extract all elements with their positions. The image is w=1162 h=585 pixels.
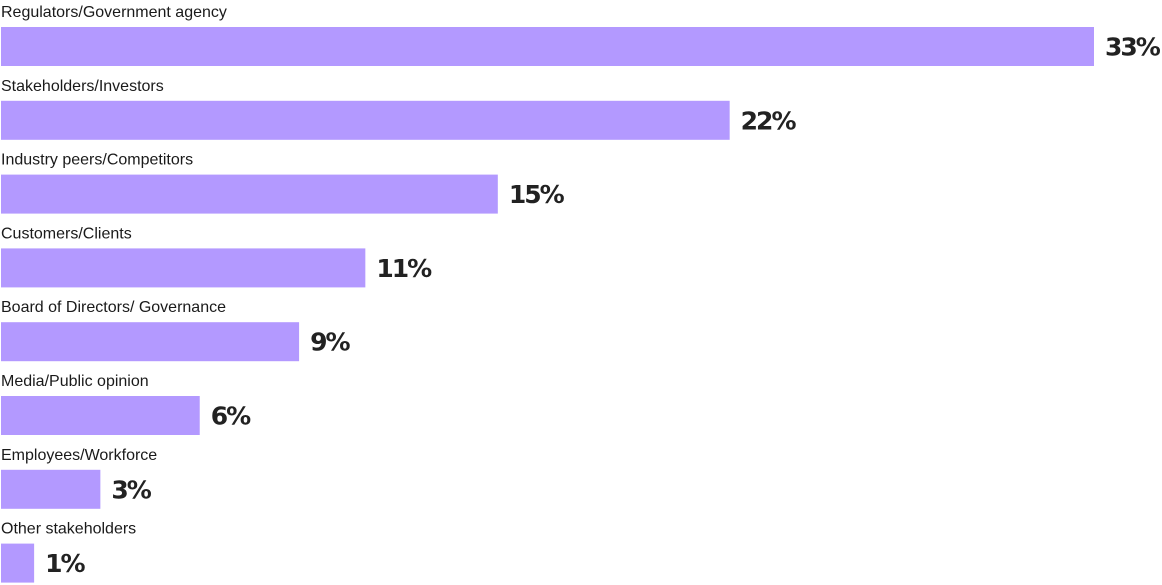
category-label: Other stakeholders bbox=[1, 521, 136, 538]
value-label: 22% bbox=[741, 106, 797, 135]
bar bbox=[1, 543, 35, 583]
bar bbox=[1, 322, 300, 362]
category-label: Customers/Clients bbox=[1, 225, 132, 242]
value-label: 33% bbox=[1105, 33, 1161, 62]
category-label: Board of Directors/ Governance bbox=[1, 299, 226, 316]
category-label: Regulators/Government agency bbox=[1, 4, 227, 21]
category-label: Industry peers/Competitors bbox=[1, 152, 193, 169]
category-label: Employees/Workforce bbox=[1, 447, 157, 464]
category-label: Stakeholders/Investors bbox=[1, 78, 164, 95]
bar bbox=[1, 174, 498, 214]
value-label: 3% bbox=[111, 475, 151, 504]
value-label: 11% bbox=[376, 254, 432, 283]
category-label: Media/Public opinion bbox=[1, 373, 149, 390]
bar bbox=[1, 469, 101, 509]
bar bbox=[1, 396, 200, 435]
bar bbox=[1, 27, 1094, 66]
value-label: 1% bbox=[45, 549, 85, 578]
value-label: 15% bbox=[509, 180, 565, 209]
bar bbox=[1, 100, 730, 140]
bar bbox=[1, 248, 366, 288]
value-label: 9% bbox=[310, 328, 350, 357]
value-label: 6% bbox=[211, 402, 251, 431]
